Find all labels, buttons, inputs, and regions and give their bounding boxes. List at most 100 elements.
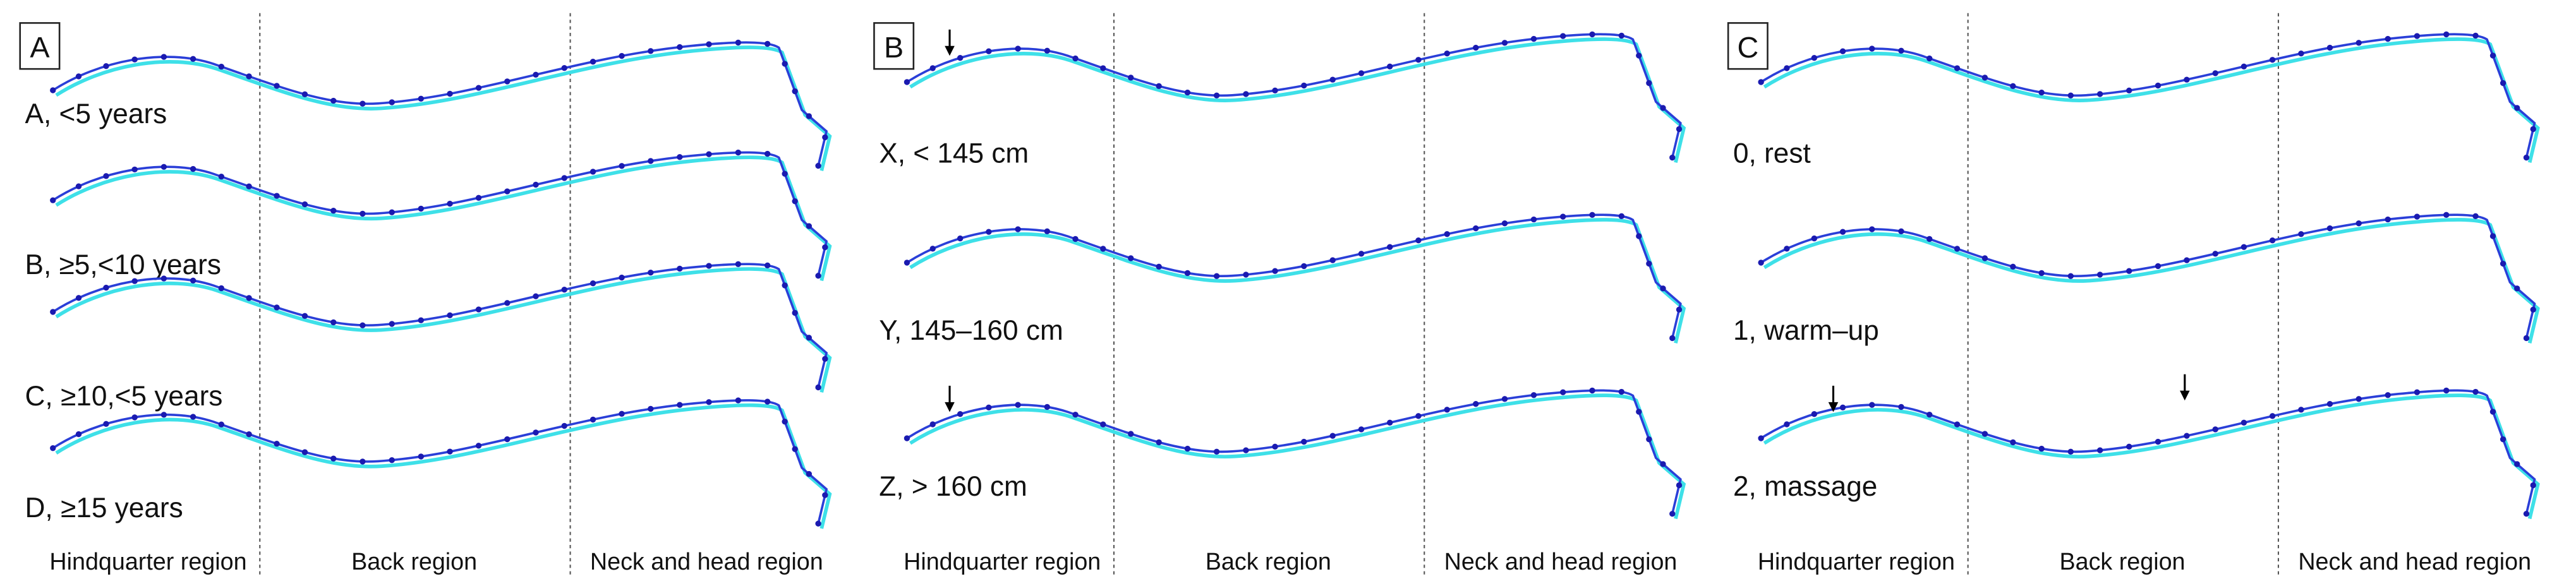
landmark-dot: [131, 166, 138, 173]
spine-profile: [1758, 212, 2537, 344]
landmark-dot: [1660, 285, 1666, 292]
landmark-dot: [2184, 76, 2190, 83]
landmark-dot: [735, 39, 742, 46]
landmark-dot: [2067, 273, 2074, 279]
landmark-dot: [929, 421, 936, 428]
region-label: Neck and head region: [590, 548, 823, 575]
landmark-dot: [1243, 272, 1249, 278]
landmark-dot: [590, 416, 596, 423]
landmark-dot: [389, 457, 395, 463]
landmark-dot: [475, 443, 482, 449]
landmark-dot: [1213, 92, 1220, 99]
landmark-dot: [330, 97, 337, 104]
landmark-dot: [1243, 447, 1249, 453]
row-label: 0, rest: [1733, 138, 1811, 169]
landmark-dot: [2096, 447, 2103, 453]
landmark-dot: [619, 163, 625, 169]
landmark-dot: [160, 412, 167, 418]
landmark-dot: [1981, 255, 1988, 261]
landmark-dot: [706, 151, 712, 157]
landmark-dot: [2038, 89, 2045, 96]
landmark-dot: [301, 201, 308, 208]
landmark-dot: [2038, 270, 2045, 277]
landmark-dot: [533, 181, 539, 188]
landmark-dot: [1618, 32, 1625, 39]
landmark-dot: [274, 440, 280, 447]
landmark-dot: [1589, 387, 1595, 394]
landmark-dot: [2126, 87, 2132, 93]
spine-profile: [904, 212, 1684, 344]
landmark-dot: [1636, 52, 1642, 59]
landmark-dot: [904, 79, 910, 85]
landmark-dot: [2414, 33, 2421, 39]
landmark-dot: [561, 65, 567, 71]
landmark-dot: [590, 59, 596, 65]
landmark-dot: [2514, 105, 2520, 111]
row-label: A, <5 years: [25, 99, 167, 129]
panel-letter-box: [873, 22, 915, 70]
landmark-dot: [50, 445, 56, 451]
landmark-dot: [1358, 70, 1365, 76]
landmark-dot: [2326, 44, 2333, 51]
landmark-dot: [389, 209, 395, 215]
landmark-dot: [2523, 510, 2530, 517]
landmark-dot: [418, 453, 424, 460]
landmark-dot: [1015, 402, 1021, 408]
landmark-dot: [2298, 230, 2304, 237]
landmark-dot: [1156, 83, 1162, 90]
landmark-dot: [2489, 233, 2496, 239]
landmark-dot: [815, 520, 821, 527]
region-label: Hindquarter region: [1758, 548, 1955, 575]
landmark-dot: [1301, 263, 1307, 270]
landmark-dot: [1618, 213, 1625, 220]
landmark-dot: [1387, 244, 1393, 250]
landmark-dot: [957, 411, 964, 417]
landmark-dot: [2155, 263, 2162, 270]
landmark-dot: [2298, 407, 2304, 413]
arrow-head: [945, 45, 955, 56]
landmark-dot: [2067, 92, 2074, 99]
landmark-dot: [274, 83, 280, 89]
landmark-dot: [533, 293, 539, 299]
landmark-dot: [822, 134, 828, 141]
landmark-dot: [2269, 57, 2276, 63]
landmark-dot: [1358, 426, 1365, 433]
landmark-dot: [160, 54, 167, 60]
landmark-dot: [1660, 105, 1666, 111]
landmark-dot: [2155, 438, 2162, 445]
landmark-dot: [50, 197, 56, 203]
reference-curve: [1764, 39, 2537, 162]
landmark-dot: [957, 235, 964, 242]
landmark-dot: [1618, 388, 1625, 395]
landmark-dot: [590, 169, 596, 175]
landmark-dot: [330, 455, 337, 462]
landmark-dot: [50, 87, 56, 93]
landmark-dot: [533, 429, 539, 436]
landmark-dot: [1926, 411, 1933, 418]
spine-profile: [50, 149, 830, 281]
region-label: Back region: [351, 548, 477, 575]
landmark-dot: [2184, 257, 2190, 263]
panel-letter-box: [19, 22, 61, 70]
landmark-dot: [929, 65, 936, 71]
landmark-dot: [764, 40, 771, 47]
landmark-dot: [2500, 436, 2506, 443]
landmark-dot: [706, 41, 712, 47]
landmark-dot: [131, 278, 138, 284]
landmark-dot: [1784, 246, 1790, 252]
landmark-dot: [2096, 91, 2103, 97]
landmark-dot: [301, 313, 308, 319]
landmark-dot: [1272, 87, 1278, 93]
landmark-dot: [504, 436, 511, 443]
landmark-dot: [677, 44, 683, 51]
reference-curve: [56, 269, 830, 392]
landmark-dot: [1530, 35, 1537, 42]
landmark-dot: [1501, 396, 1508, 402]
landmark-dot: [360, 322, 366, 328]
landmark-dot: [1898, 47, 1904, 54]
landmark-dot: [2500, 80, 2506, 87]
landmark-dot: [822, 356, 828, 362]
landmark-dot: [103, 284, 109, 291]
landmark-dot: [648, 405, 654, 412]
landmark-dot: [218, 63, 224, 70]
